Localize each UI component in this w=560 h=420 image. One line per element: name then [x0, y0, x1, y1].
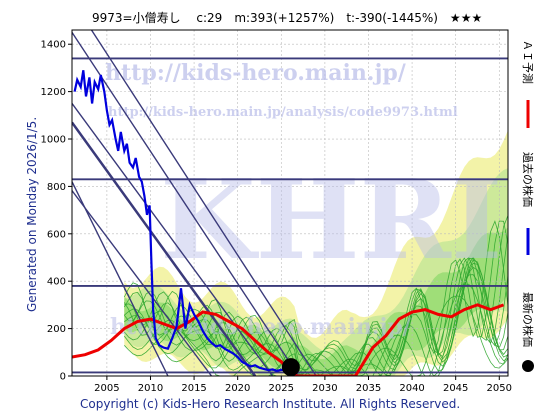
y-axis-ticks: 0 200 400 600 800 1000 1200 1400 [41, 40, 72, 383]
y-tick-label: 1200 [41, 87, 66, 98]
y-tick-label: 1000 [41, 135, 66, 146]
watermark-analysis-url: http://kids-hero.main.jp/analysis/code99… [108, 105, 458, 120]
x-tick-label: 2015 [181, 383, 206, 394]
x-tick-label: 2050 [487, 383, 512, 394]
x-tick-label: 2020 [225, 383, 250, 394]
x-tick-label: 2010 [138, 383, 163, 394]
y-tick-label: 600 [47, 229, 66, 240]
plot-frame [71, 29, 509, 377]
trend-line [90, 30, 317, 376]
latest-price-marker [281, 358, 300, 376]
y-tick-label: 400 [47, 277, 66, 288]
copyright-footer: Copyright (c) Kids-Hero Research Institu… [80, 397, 460, 411]
watermark-url: http://kids-hero.main.jp/ [105, 60, 407, 86]
y-tick-label: 800 [47, 182, 66, 193]
x-tick-label: 2035 [356, 383, 381, 394]
fan-line [123, 220, 508, 370]
fan-line [123, 274, 508, 376]
x-axis-ticks: 2005 2010 2015 2020 2025 2030 2035 2040 2045 2050 [94, 376, 512, 394]
y-tick-label: 200 [47, 324, 66, 335]
series-ai-forecast [72, 303, 505, 376]
generated-date-label: Generated on Monday 2026/1/5. [25, 117, 39, 312]
trend-channel-lines [72, 30, 317, 376]
fan-line [123, 258, 508, 376]
trend-line [72, 121, 257, 376]
chart-title: 9973=小僧寿し c:29 m:393(+1257%) t:-390(-144… [92, 11, 482, 25]
x-tick-label: 2030 [312, 383, 337, 394]
fan-line [124, 295, 508, 376]
x-tick-label: 2040 [399, 383, 424, 394]
legend-past-label: 過去の株価 [521, 152, 535, 207]
fan-line [123, 262, 508, 376]
trend-line [72, 181, 169, 376]
watermark-big: KHRI [160, 155, 502, 284]
x-tick-label: 2025 [269, 383, 294, 394]
legend-latest-swatch [522, 360, 534, 372]
legend-latest-label: 最新の株価 [521, 292, 535, 347]
y-tick-label: 0 [60, 372, 66, 383]
series-past-price [73, 70, 292, 372]
y-tick-label: 1400 [41, 40, 66, 51]
legend-ai-label: ＡＩ予測 [521, 40, 535, 84]
trend-line [72, 31, 300, 376]
x-tick-label: 2005 [94, 383, 119, 394]
trend-line [72, 189, 213, 376]
x-tick-label: 2045 [443, 383, 468, 394]
